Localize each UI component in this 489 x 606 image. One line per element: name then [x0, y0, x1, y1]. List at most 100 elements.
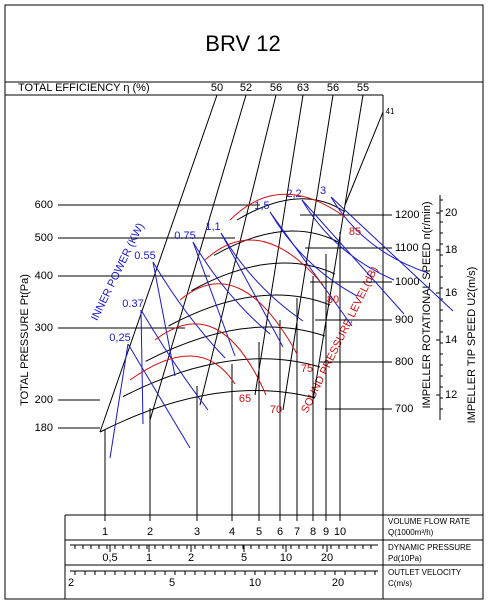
efficiency-line	[199, 94, 277, 406]
sound-curve	[204, 239, 324, 286]
dynamic-tick: 0,5	[102, 552, 117, 564]
power-tick: 0,25	[109, 332, 130, 344]
frame	[4, 4, 484, 600]
speed-tick: 1000	[395, 276, 419, 288]
dynamic-label: DYNAMIC PRESSURE	[388, 543, 471, 552]
sound-curve	[154, 323, 267, 396]
flow-tick: 5	[256, 526, 262, 538]
sound-curve	[179, 283, 298, 355]
tip-speed-tick: 12	[445, 389, 457, 401]
sound-curve	[229, 193, 346, 221]
tip-speed-tick: 16	[445, 287, 457, 299]
sound-tick: 80	[327, 294, 339, 306]
power-tick: 0.75	[174, 230, 195, 242]
velocity-tick: 2	[68, 577, 74, 589]
fan-curve	[145, 326, 326, 362]
efficiency-line	[344, 111, 384, 206]
efficiency-tick: 63	[297, 82, 309, 94]
dynamic-tick: 5	[241, 552, 247, 564]
power-curve	[220, 232, 284, 348]
flow-tick: 6	[277, 526, 283, 538]
dynamic-tick: 20	[321, 552, 333, 564]
flow-tick: 9	[323, 526, 329, 538]
dynamic-unit: Pd(10Pa)	[388, 554, 422, 563]
power-curve	[330, 196, 429, 274]
pressure-label: TOTAL PRESSURE Pt(Pa)	[19, 274, 31, 406]
efficiency-tick: 56	[327, 82, 339, 94]
power-curve	[301, 199, 405, 315]
efficiency-tick: 41	[386, 107, 395, 116]
dynamic-tick: 10	[280, 552, 292, 564]
velocity-tick: 20	[332, 577, 344, 589]
flow-tick: 2	[147, 526, 153, 538]
dynamic-tick: 2	[188, 552, 194, 564]
power-curve	[269, 211, 353, 327]
sound-tick: 65	[239, 393, 251, 405]
speed-tick: 1100	[395, 242, 419, 254]
power-curve	[140, 309, 209, 411]
efficiency-line	[149, 94, 247, 421]
flow-unit: Q(1000m³/h)	[388, 528, 434, 537]
fan-curve	[168, 294, 331, 327]
flow-label: VOLUME FLOW RATE	[388, 517, 470, 526]
efficiency-tick: 56	[270, 82, 282, 94]
pressure-tick: 600	[35, 199, 53, 211]
speed-tick: 700	[395, 403, 413, 415]
efficiency-tick: 55	[357, 82, 369, 94]
tip-speed-tick: 14	[445, 334, 457, 346]
power-curve	[301, 199, 395, 281]
velocity-unit: C(m/s)	[388, 579, 412, 588]
power-curve	[140, 309, 144, 425]
flow-tick: 10	[334, 526, 346, 538]
efficiency-label: TOTAL EFFICIENCY η (%)	[18, 82, 150, 94]
flow-tick: 3	[194, 526, 200, 538]
speed-tick: 900	[395, 314, 413, 326]
sound-tick: 85	[349, 226, 361, 238]
flow-tick: 4	[229, 526, 235, 538]
power-curve	[330, 196, 454, 312]
sound-tick: 70	[270, 404, 282, 416]
flow-tick: 1	[102, 526, 108, 538]
power-tick: 2,2	[286, 188, 301, 200]
fan-curve	[191, 262, 336, 292]
power-tick: 0.37	[122, 298, 143, 310]
efficiency-tick: 50	[211, 82, 223, 94]
flow-tick: 7	[294, 526, 300, 538]
sound-tick: 75	[301, 363, 313, 375]
velocity-tick: 5	[169, 577, 175, 589]
tip-speed-tick: 20	[445, 207, 457, 219]
efficiency-line	[99, 94, 218, 433]
power-curve	[269, 211, 358, 297]
pressure-tick: 400	[35, 270, 53, 282]
power-curve	[152, 261, 176, 377]
efficiency-line	[254, 94, 304, 396]
power-tick: 1,1	[205, 221, 220, 233]
power-curve	[192, 241, 271, 335]
pressure-tick: 300	[35, 322, 53, 334]
speed-tick: 800	[395, 356, 413, 368]
tip-speed-label: IMPELLER TIP SPEED U2(m/s)	[466, 267, 478, 424]
sound-curve	[129, 355, 236, 385]
power-curve	[152, 261, 226, 359]
pressure-tick: 500	[35, 232, 53, 244]
fan-curve	[99, 390, 316, 433]
power-tick: 3	[320, 185, 326, 197]
velocity-tick: 10	[249, 577, 261, 589]
efficiency-line	[282, 94, 334, 411]
pressure-tick: 200	[35, 394, 53, 406]
fan-curve	[122, 358, 321, 398]
speed-tick: 1200	[395, 209, 419, 221]
power-tick: 0.55	[134, 250, 155, 262]
velocity-label: OUTLET VELOCITY	[388, 568, 462, 577]
power-curve	[109, 343, 129, 459]
pressure-tick: 180	[35, 422, 53, 434]
fan-curve	[236, 198, 346, 221]
dynamic-tick: 1	[146, 552, 152, 564]
tip-speed-tick: 18	[445, 244, 457, 256]
efficiency-tick: 52	[240, 82, 252, 94]
title: BRV 12	[205, 31, 280, 56]
flow-tick: 8	[310, 526, 316, 538]
power-curve	[127, 343, 191, 449]
power-tick: 1,5	[254, 200, 269, 212]
